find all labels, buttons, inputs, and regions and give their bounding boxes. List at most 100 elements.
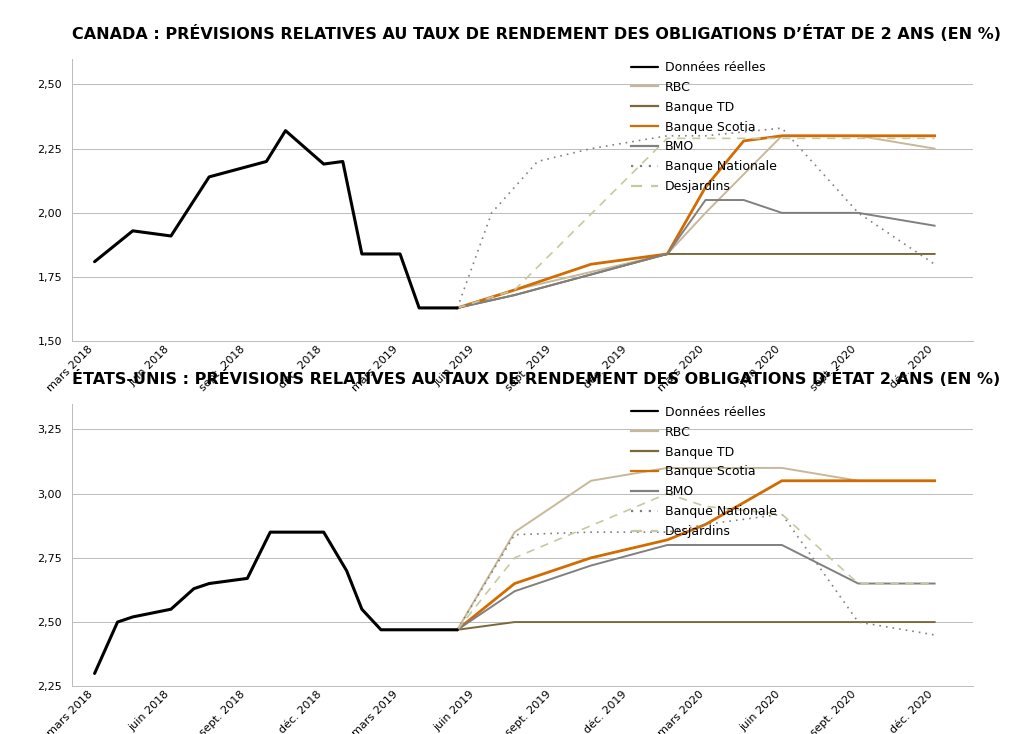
Banque Scotia xyxy=(929,476,941,485)
Banque TD xyxy=(662,617,674,626)
Données réelles xyxy=(317,160,330,169)
Legend: Données réelles, RBC, Banque TD, Banque Scotia, BMO, Banque Nationale, Desjardin: Données réelles, RBC, Banque TD, Banque … xyxy=(626,401,781,543)
BMO xyxy=(699,540,712,549)
RBC xyxy=(509,286,521,294)
Banque TD xyxy=(452,304,464,313)
Banque TD xyxy=(852,617,864,626)
BMO xyxy=(699,196,712,205)
Banque TD xyxy=(699,250,712,258)
RBC xyxy=(776,131,788,140)
BMO xyxy=(852,579,864,588)
BMO xyxy=(452,304,464,313)
Banque TD xyxy=(452,625,464,634)
Line: Données réelles: Données réelles xyxy=(94,131,458,308)
Banque Nationale xyxy=(929,260,941,269)
BMO xyxy=(929,579,941,588)
Données réelles xyxy=(88,669,100,678)
RBC xyxy=(585,267,597,276)
Line: Banque TD: Banque TD xyxy=(458,254,935,308)
Banque Scotia xyxy=(699,520,712,528)
RBC xyxy=(929,476,941,485)
Banque Scotia xyxy=(662,536,674,545)
BMO xyxy=(776,208,788,217)
BMO xyxy=(852,208,864,217)
Données réelles xyxy=(203,579,215,588)
Données réelles xyxy=(165,605,177,614)
Banque Nationale xyxy=(852,617,864,626)
Données réelles xyxy=(452,625,464,634)
BMO xyxy=(585,270,597,279)
Banque TD xyxy=(929,250,941,258)
RBC xyxy=(452,304,464,313)
Données réelles xyxy=(452,304,464,313)
Desjardins xyxy=(509,286,521,294)
Banque Nationale xyxy=(531,157,544,166)
Desjardins xyxy=(852,134,864,142)
RBC xyxy=(699,208,712,217)
BMO xyxy=(737,196,750,205)
Données réelles xyxy=(260,157,272,166)
Banque TD xyxy=(852,250,864,258)
Line: Banque Nationale: Banque Nationale xyxy=(458,128,935,308)
Données réelles xyxy=(394,250,407,258)
Données réelles xyxy=(355,605,368,614)
Desjardins xyxy=(509,553,521,562)
Banque TD xyxy=(662,250,674,258)
Banque Scotia xyxy=(662,250,674,258)
Text: CANADA : PRÉVISIONS RELATIVES AU TAUX DE RENDEMENT DES OBLIGATIONS D’ÉTAT DE 2 A: CANADA : PRÉVISIONS RELATIVES AU TAUX DE… xyxy=(72,25,1000,42)
Legend: Données réelles, RBC, Banque TD, Banque Scotia, BMO, Banque Nationale, Desjardin: Données réelles, RBC, Banque TD, Banque … xyxy=(626,56,781,198)
BMO xyxy=(929,222,941,230)
Banque Scotia xyxy=(509,579,521,588)
RBC xyxy=(929,144,941,153)
RBC xyxy=(852,131,864,140)
BMO xyxy=(509,587,521,596)
Données réelles xyxy=(340,567,352,575)
Desjardins xyxy=(776,510,788,519)
Données réelles xyxy=(280,528,292,537)
Banque Nationale xyxy=(699,131,712,140)
Données réelles xyxy=(432,304,444,313)
Line: BMO: BMO xyxy=(458,200,935,308)
Données réelles xyxy=(203,172,215,181)
RBC xyxy=(662,464,674,473)
RBC xyxy=(452,625,464,634)
Données réelles xyxy=(242,162,254,171)
Banque TD xyxy=(699,617,712,626)
BMO xyxy=(585,561,597,570)
Données réelles xyxy=(394,625,407,634)
BMO xyxy=(662,250,674,258)
Banque Scotia xyxy=(509,286,521,294)
Données réelles xyxy=(432,625,444,634)
Banque Nationale xyxy=(776,123,788,132)
Desjardins xyxy=(662,490,674,498)
Données réelles xyxy=(112,617,124,626)
RBC xyxy=(852,476,864,485)
Desjardins xyxy=(852,579,864,588)
Données réelles xyxy=(355,250,368,258)
Line: RBC: RBC xyxy=(458,468,935,630)
Line: RBC: RBC xyxy=(458,136,935,308)
Banque Scotia xyxy=(929,131,941,140)
Données réelles xyxy=(127,612,139,621)
Line: Banque Nationale: Banque Nationale xyxy=(458,515,935,635)
Données réelles xyxy=(317,528,330,537)
Banque Nationale xyxy=(585,528,597,537)
Line: Banque Scotia: Banque Scotia xyxy=(458,481,935,630)
Banque Scotia xyxy=(452,625,464,634)
Banque TD xyxy=(585,617,597,626)
Banque Scotia xyxy=(585,553,597,562)
Banque Nationale xyxy=(485,208,498,217)
RBC xyxy=(776,464,788,473)
Banque Scotia xyxy=(585,260,597,269)
Données réelles xyxy=(375,625,387,634)
Données réelles xyxy=(413,625,425,634)
Banque Scotia xyxy=(452,304,464,313)
Banque Scotia xyxy=(776,476,788,485)
Données réelles xyxy=(187,584,200,593)
Line: Banque Scotia: Banque Scotia xyxy=(458,136,935,308)
Desjardins xyxy=(929,134,941,142)
Desjardins xyxy=(699,502,712,511)
Données réelles xyxy=(165,232,177,241)
Banque Nationale xyxy=(509,531,521,539)
Line: Données réelles: Données réelles xyxy=(94,532,458,674)
